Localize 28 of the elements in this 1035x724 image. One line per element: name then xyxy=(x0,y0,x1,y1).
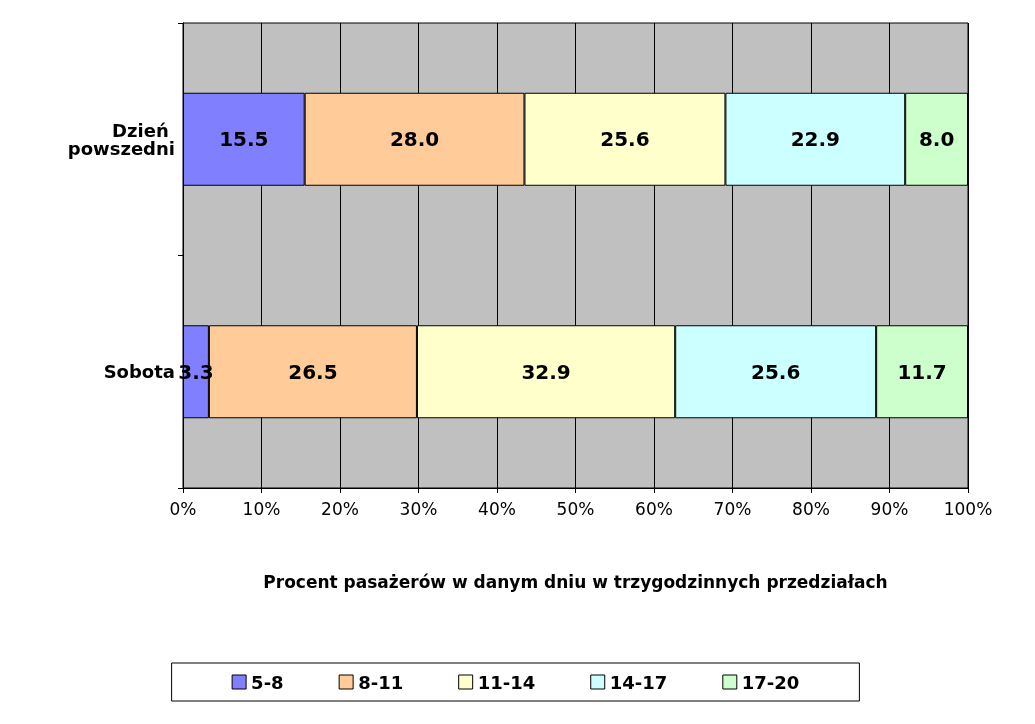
data-label: 15.5 xyxy=(219,127,269,152)
x-tick-label: 90% xyxy=(870,498,909,519)
legend-label: 14-17 xyxy=(609,671,668,693)
y-tick-label: Dzień powszedni xyxy=(67,119,175,159)
y-tick-label: Sobota xyxy=(103,361,175,383)
legend-label: 11-14 xyxy=(477,671,536,693)
data-label: 32.9 xyxy=(521,359,571,384)
data-label: 11.7 xyxy=(897,359,947,384)
x-tick-label: 80% xyxy=(792,498,830,519)
x-tick-label: 30% xyxy=(399,498,438,519)
legend-label: 17-20 xyxy=(741,671,800,693)
data-label: 22.9 xyxy=(790,127,840,152)
data-label: 8.0 xyxy=(918,127,955,152)
x-tick-label: 60% xyxy=(635,498,673,519)
x-tick-label: 50% xyxy=(556,498,595,519)
x-tick-label: 100% xyxy=(943,498,993,519)
x-tick-label: 40% xyxy=(478,498,516,519)
data-label: 28.0 xyxy=(389,127,440,152)
x-tick-label: 0% xyxy=(169,498,197,519)
x-tick-label: 70% xyxy=(713,498,752,519)
data-label: 26.5 xyxy=(288,359,338,384)
x-tick-label: 20% xyxy=(321,498,359,519)
data-label: 25.6 xyxy=(751,359,801,384)
x-tick-label: 10% xyxy=(242,498,281,519)
x-axis-title: Procent pasażerów w danym dniu w trzygodzinnych przedziałach xyxy=(263,571,888,592)
legend-label: 5-8 xyxy=(251,671,284,693)
data-label: 25.6 xyxy=(600,127,650,152)
legend-label: 8-11 xyxy=(358,671,404,693)
